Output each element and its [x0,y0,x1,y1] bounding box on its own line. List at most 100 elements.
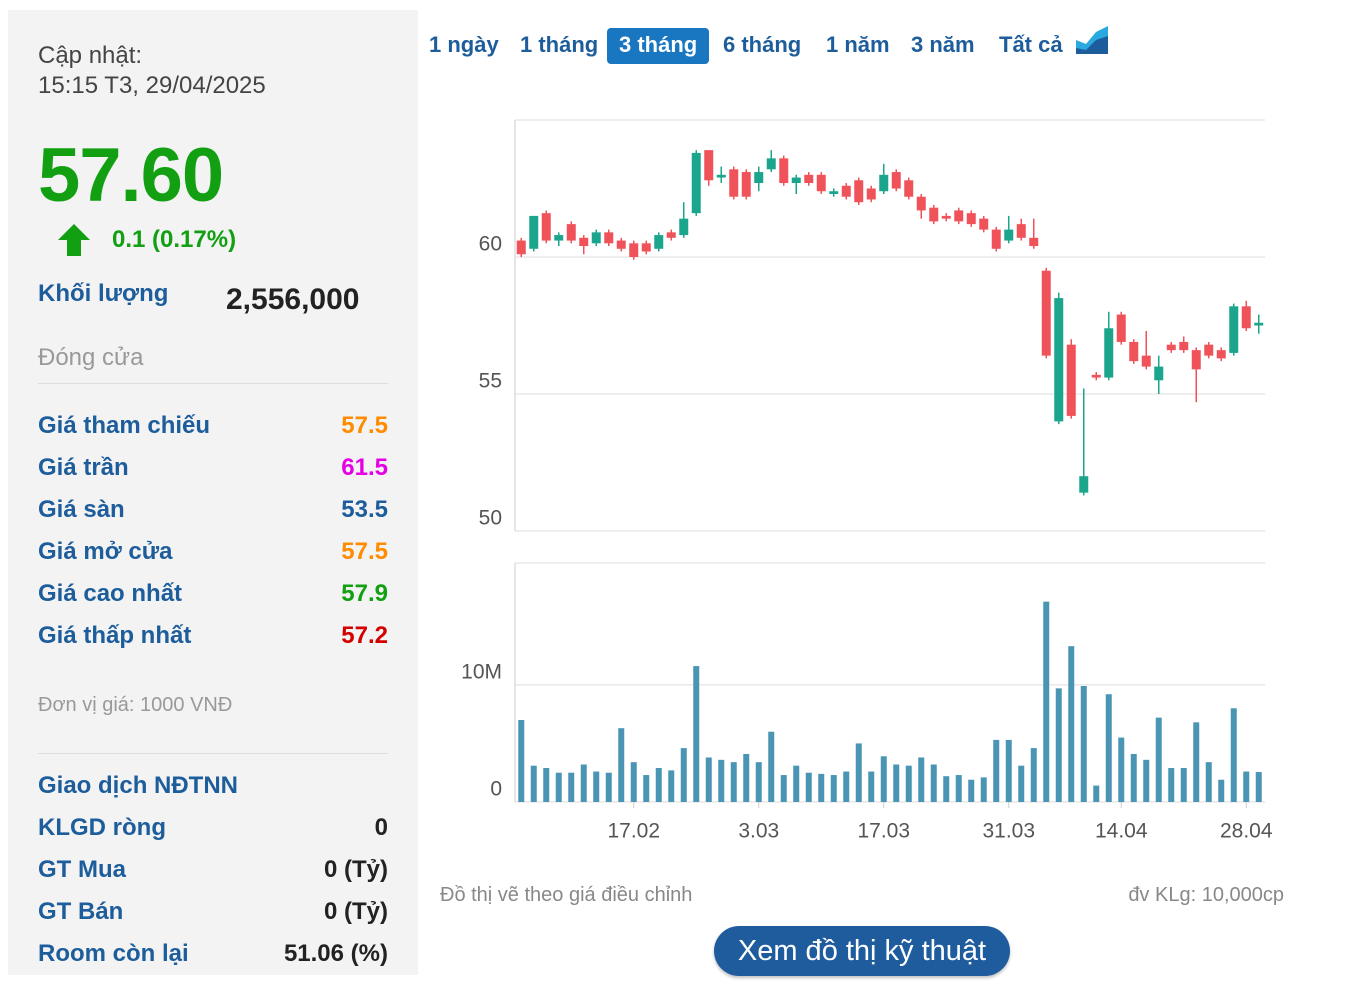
period-tab[interactable]: 1 tháng [520,32,599,57]
candle-body [779,158,789,184]
candle-body [916,196,926,211]
foreign-value: 0 (Tỷ) [323,898,388,925]
stat-label: Giá cao nhất [38,580,183,607]
candle-body [879,174,889,192]
volume-bar [630,762,637,802]
period-tab[interactable]: 1 ngày [429,32,499,57]
volume-bar [743,753,750,802]
candle-body [629,243,639,257]
candle-body [741,172,751,197]
foreign-value: 51.06 (%) [283,940,388,967]
technical-chart-button[interactable]: Xem đồ thị kỹ thuật [714,926,1010,976]
chart-note: Đồ thị vẽ theo giá điều chỉnh [440,884,693,906]
x-tick-label: 31.03 [982,820,1035,843]
candle-body [816,174,826,192]
candle-body [641,243,651,252]
foreign-value: 0 [374,814,388,841]
volume-bar [1205,762,1212,802]
candle-body [1229,306,1239,353]
candle-body [966,213,976,225]
candle-body [716,174,726,178]
volume-bar [1168,768,1175,802]
candle-body [754,172,764,184]
candle-body [904,180,914,197]
candle-body [541,213,551,241]
y-tick-label: 55 [479,370,502,393]
x-tick-label: 17.02 [607,820,660,843]
volume-bar [580,764,587,802]
volume-bar [768,731,775,802]
volume-bar [680,748,687,802]
candle-body [1054,298,1064,422]
candle-body [1191,350,1201,370]
volume-bar [980,777,987,802]
volume-bar [605,772,612,802]
volume-bar [1180,768,1187,802]
period-tab[interactable]: Tất cả [999,32,1063,57]
unit-note: Đơn vị giá: 1000 VNĐ [38,694,233,716]
candle-body [1079,476,1089,493]
chart: 50 55 60 0 10M 17.02 3.03 17.03 31.03 14.04 28.04 [461,119,1273,843]
period-tab[interactable]: 3 tháng [607,28,710,64]
volume-bar [1255,772,1262,802]
candle-body [929,207,939,222]
period-tab[interactable]: 3 năm [911,32,975,57]
stat-value: 57.5 [341,412,388,439]
candle-body [1204,344,1214,356]
y-tick-label: 50 [479,507,502,530]
candle-body [516,240,526,255]
volume-bar [968,779,975,802]
volume-bar [1055,688,1062,802]
candle-body [729,169,739,197]
volume-bar [1080,686,1087,802]
volume-bar [1243,771,1250,802]
volume-bar [930,764,937,802]
candle-body [1116,314,1126,342]
candle-body [666,232,676,238]
candle-body [841,185,851,197]
foreign-title: Giao dịch NĐTNN [38,772,239,799]
volume-bar [1130,753,1137,802]
period-tab[interactable]: 6 tháng [723,32,802,57]
candle-body [829,191,839,194]
candle-body [1254,322,1264,326]
price: 57.60 [38,133,224,218]
volume-bar [643,775,650,802]
candle-body [991,229,1001,249]
candle-body [854,180,864,203]
volume-bar [1068,646,1075,802]
stat-label: Giá trần [38,454,129,481]
volume-bar [1105,694,1112,802]
candle-body [1154,366,1164,381]
update-time: 15:15 T3, 29/04/2025 [38,72,266,99]
stat-value: 61.5 [341,454,388,481]
x-tick-label: 28.04 [1220,820,1273,843]
volume-bar [1230,708,1237,802]
candle-body [591,232,601,244]
candle-body [1091,374,1101,378]
volume-bar [905,765,912,802]
candle-body [1029,237,1039,247]
chart-type-icon[interactable] [1076,26,1108,56]
candle-body [566,224,576,241]
volume-bar [830,775,837,802]
volume-tick-label: 10M [461,660,502,683]
info-panel: Cập nhật: 15:15 T3, 29/04/2025 57.60 0.1… [8,10,418,975]
candle-body [691,152,701,214]
candle-body [1216,350,1226,359]
period-tab[interactable]: 1 năm [826,32,890,57]
candle-body [1004,229,1014,241]
candle-body [1141,355,1151,367]
candle-body [1129,341,1139,362]
stat-value: 53.5 [341,496,388,523]
foreign-label: Room còn lại [38,940,189,967]
candle-body [941,215,951,219]
candle-body [1016,224,1026,238]
volume-value: 2,556,000 [226,283,360,316]
volume-bar [1218,779,1225,802]
volume-bar [693,666,700,802]
foreign-value: 0 (Tỷ) [323,856,388,883]
candle-body [616,240,626,249]
volume-bar [1005,739,1012,802]
